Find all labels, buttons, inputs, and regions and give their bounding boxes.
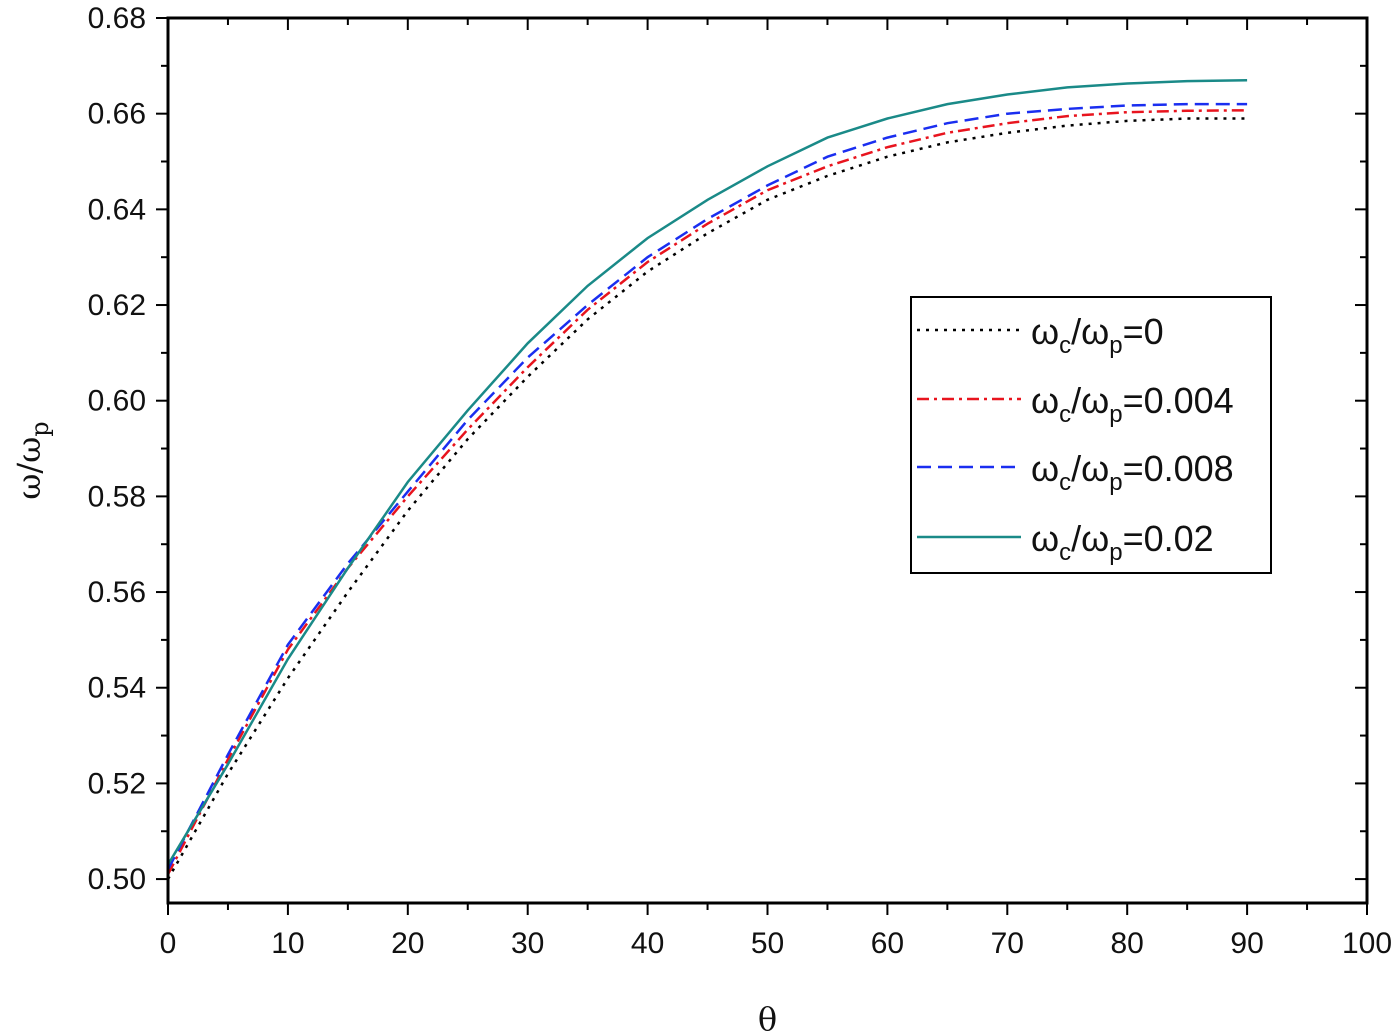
legend-label-part: /ω (1071, 518, 1109, 559)
legend-label-part: c (1059, 332, 1071, 359)
legend-label-part: /ω (1071, 311, 1109, 352)
x-tick-label: 90 (1230, 927, 1263, 960)
legend-label-part: ω (1031, 518, 1059, 559)
y-tick-label: 0.64 (88, 193, 146, 226)
legend-label-2: ωc/ωp=0.004 (1031, 380, 1234, 428)
series-layer (166, 78, 1248, 880)
y-tick-label: 0.54 (88, 672, 146, 705)
x-tick-label: 80 (1111, 927, 1144, 960)
x-tick-label: 30 (511, 927, 544, 960)
y-axis-title-main: ω/ω (10, 437, 48, 500)
legend-label-part: =0 (1123, 311, 1164, 352)
x-tick-label: 60 (871, 927, 904, 960)
legend-label-part: c (1059, 401, 1071, 428)
legend-label-part: p (1109, 332, 1122, 359)
y-tick-label: 0.60 (88, 385, 146, 418)
legend-label-part: c (1059, 469, 1071, 496)
y-axis-title: ω/ωp (10, 421, 54, 499)
x-tick-label: 0 (160, 927, 177, 960)
y-axis-title-sub: p (26, 421, 54, 436)
x-axis-title: θ (758, 1000, 777, 1036)
legend-label-part: c (1059, 539, 1071, 566)
legend-label-part: =0.008 (1123, 448, 1234, 489)
y-tick-label: 0.66 (88, 98, 146, 131)
legend-label-part: =0.004 (1123, 380, 1234, 421)
y-tick-label: 0.52 (88, 767, 146, 800)
legend-label-1: ωc/ωp=0 (1031, 311, 1164, 359)
x-tick-label: 100 (1342, 927, 1392, 960)
y-tick-label: 0.68 (88, 2, 146, 35)
legend-label-4: ωc/ωp=0.02 (1031, 518, 1214, 566)
legend-label-part: p (1109, 539, 1122, 566)
legend-label-part: ω (1031, 448, 1059, 489)
x-axis: 0 10 20 30 40 50 60 70 80 90 100 (160, 18, 1392, 960)
legend-label-part: ω (1031, 311, 1059, 352)
y-axis: 0.50 0.52 0.54 0.56 0.58 0.60 0.62 0.64 0.66 0.68 (88, 2, 1367, 896)
legend-label-part: ω (1031, 380, 1059, 421)
series-line-4 (166, 78, 1248, 866)
legend-label-part: =0.02 (1123, 518, 1214, 559)
y-tick-label: 0.58 (88, 480, 146, 513)
x-tick-label: 70 (991, 927, 1024, 960)
y-tick-label: 0.56 (88, 576, 146, 609)
legend-label-part: /ω (1071, 448, 1109, 489)
legend-box (910, 296, 1272, 574)
x-tick-label: 20 (391, 927, 424, 960)
legend-label-3: ωc/ωp=0.008 (1031, 448, 1234, 496)
x-tick-label: 10 (271, 927, 304, 960)
y-tick-label: 0.50 (88, 863, 146, 896)
legend-label-part: p (1109, 469, 1122, 496)
y-tick-label: 0.62 (88, 289, 146, 322)
x-tick-label: 50 (751, 927, 784, 960)
legend-label-part: p (1109, 401, 1122, 428)
x-tick-label: 40 (631, 927, 664, 960)
legend-label-part: /ω (1071, 380, 1109, 421)
